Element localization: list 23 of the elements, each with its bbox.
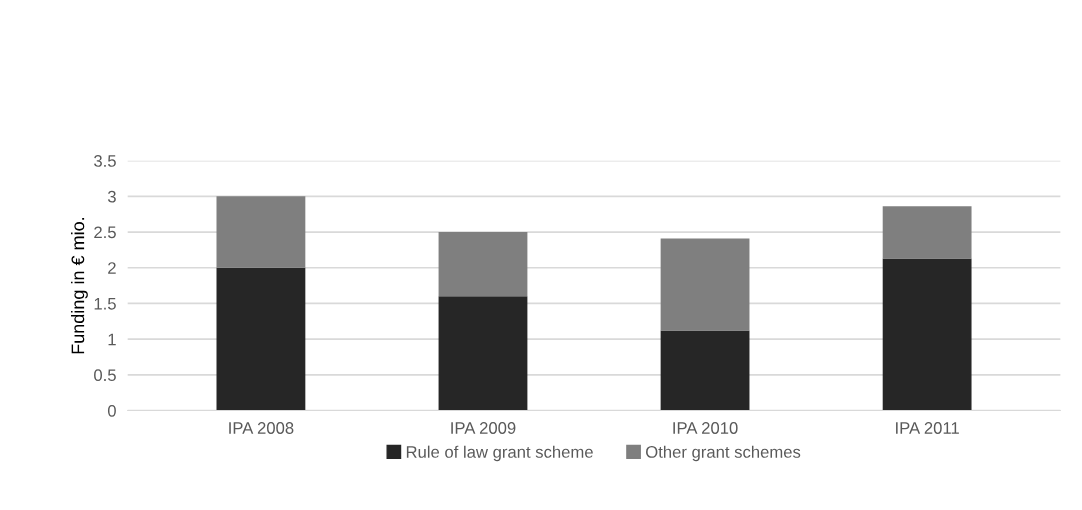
bar <box>216 196 306 268</box>
bar <box>882 206 972 259</box>
bar <box>438 296 528 411</box>
y-tick-label: 1 <box>108 333 116 346</box>
x-tick-label: IPA 2009 <box>451 422 516 434</box>
bar <box>882 258 972 411</box>
x-tick-label: IPA 2011 <box>896 422 959 434</box>
x-tick-label: IPA 2008 <box>229 422 294 434</box>
y-tick-label: 3.5 <box>94 155 116 167</box>
bar <box>216 267 306 411</box>
y-tick-label: 2.5 <box>94 226 116 239</box>
y-tick-label: 3 <box>107 190 116 203</box>
x-tick-label: IPA 2010 <box>673 422 738 434</box>
y-tick-label: 0 <box>107 404 116 417</box>
y-tick-label: 0.5 <box>94 369 116 382</box>
legend-label: Other grant schemes <box>646 445 801 462</box>
y-axis-title: Funding in € mio. <box>71 217 88 354</box>
bar <box>438 232 528 297</box>
bar <box>660 330 750 411</box>
y-tick-label: 1.5 <box>94 298 116 310</box>
y-tick-label: 2 <box>108 262 116 274</box>
legend-label: Rule of law grant scheme <box>406 445 593 462</box>
bar <box>660 238 750 331</box>
